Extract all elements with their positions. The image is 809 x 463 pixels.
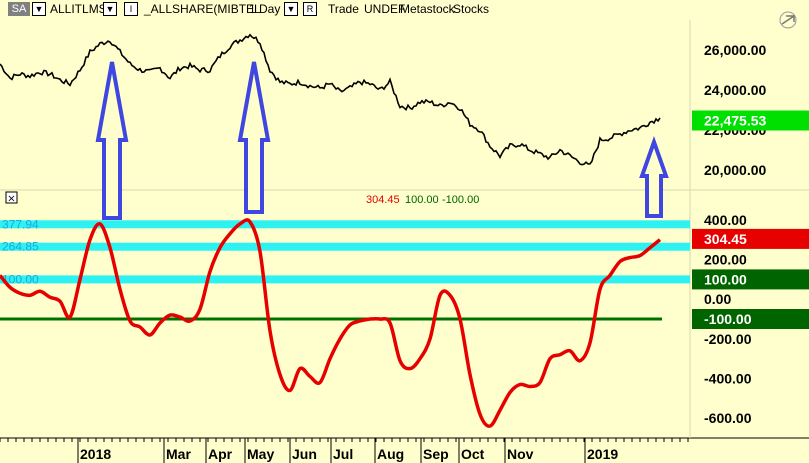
period-label: 1 Day	[249, 2, 281, 16]
svg-text:304.45: 304.45	[704, 231, 747, 247]
x-tick-label: Nov	[507, 446, 534, 462]
price-y-axis: 26,000.00 24,000.00 22,000.00 20,000.00	[704, 42, 766, 178]
osc-value-tag: 304.45	[692, 228, 809, 249]
price-series-line	[0, 33, 661, 166]
band-label-100: 100.00	[2, 272, 39, 286]
osc-tick: -200.00	[704, 331, 752, 347]
osc-tick: 400.00	[704, 212, 747, 228]
current-arrow	[639, 135, 669, 218]
x-tick-label: 2018	[80, 446, 111, 462]
undef-label: UNDEF	[364, 2, 406, 16]
lower-level-tag: -100.00	[692, 309, 809, 329]
price-tick: 24,000.00	[704, 82, 766, 98]
band-264	[0, 242, 690, 251]
upper-level-tag: 100.00	[692, 269, 809, 290]
x-tick-label: Sep	[423, 446, 449, 462]
x-tick-label: May	[247, 446, 274, 462]
source-label: Metastock	[400, 2, 455, 16]
last-price-tag: 22,475.53	[692, 110, 809, 131]
peak-arrow-1	[95, 61, 129, 220]
x-tick-label: Oct	[461, 446, 485, 462]
symbol-box[interactable]: SA	[8, 2, 30, 16]
chart-toolbar: SA ▼ ALLITLMS ▼ I _ALLSHARE(MIBTEL 1 Day…	[0, 0, 809, 20]
r-button[interactable]: R	[303, 2, 317, 16]
oscillator-close-icon[interactable]: ×	[5, 191, 18, 205]
oscillator-y-axis: 400.00 200.00 0.00 -200.00 -400.00 -600.…	[704, 212, 752, 426]
svg-text:22,475.53: 22,475.53	[704, 113, 766, 129]
security-label: _ALLSHARE(MIBTEL	[144, 2, 261, 16]
symbol-label: ALLITLMS	[50, 2, 107, 16]
band-100	[0, 275, 690, 284]
band-label-264: 264.85	[2, 240, 39, 254]
osc-tick: 0.00	[704, 291, 731, 307]
price-tick: 26,000.00	[704, 42, 766, 58]
oscillator-series-line	[0, 218, 662, 428]
x-tick-label: Jul	[333, 446, 353, 462]
period-chevron-icon[interactable]: ▼	[284, 2, 298, 16]
peak-arrow-2	[237, 61, 271, 214]
band-377	[0, 220, 690, 229]
osc-header-lower: -100.00	[442, 194, 479, 206]
x-tick-label: Mar	[166, 446, 191, 462]
x-tick-label: Aug	[377, 446, 404, 462]
band-label-377: 377.94	[2, 217, 39, 231]
x-tick-label: Apr	[208, 446, 233, 462]
osc-header-upper: 100.00	[405, 194, 439, 206]
indicator-button[interactable]: I	[124, 2, 138, 16]
osc-header-value: 304.45	[366, 194, 400, 206]
symbol-dropdown-icon[interactable]: ▼	[32, 2, 46, 16]
symbol-chevron-icon[interactable]: ▼	[103, 2, 117, 16]
svg-text:100.00: 100.00	[704, 271, 747, 287]
osc-tick: 200.00	[704, 252, 747, 268]
x-tick-label: Jun	[292, 446, 317, 462]
osc-tick: -600.00	[704, 410, 752, 426]
x-tick-label: 2019	[587, 446, 618, 462]
category-label: Stocks	[453, 2, 490, 16]
mode-label: Trade	[328, 2, 359, 16]
resize-icon[interactable]	[779, 11, 797, 29]
svg-text:-100.00: -100.00	[704, 311, 752, 327]
price-tick: 20,000.00	[704, 162, 766, 178]
svg-text:×: ×	[7, 194, 15, 205]
x-axis: 2018 Mar Apr May Jun Jul Aug Sep Oct Nov 2019	[0, 438, 689, 463]
osc-tick: -400.00	[704, 371, 752, 387]
